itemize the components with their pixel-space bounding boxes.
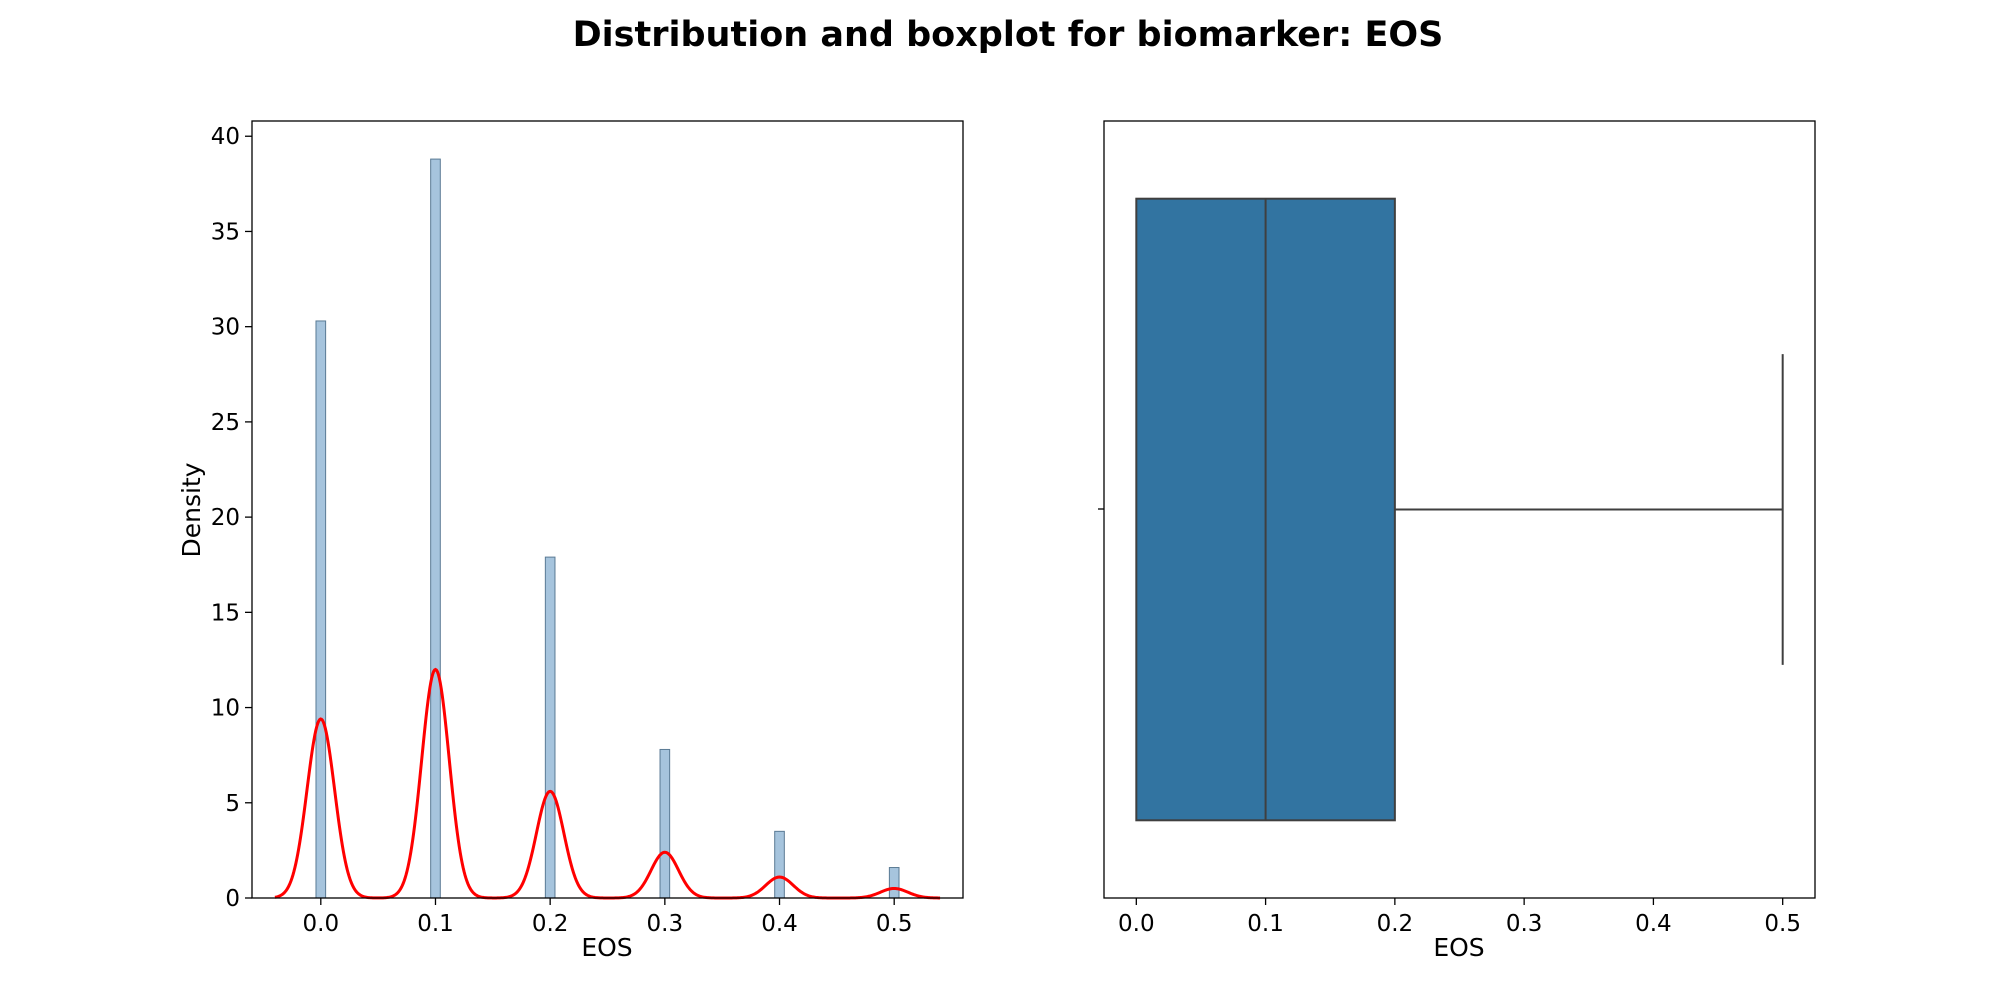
boxplot-x-tick-label: 0.1 (1247, 911, 1284, 937)
boxplot-x-tick-label: 0.2 (1377, 911, 1414, 937)
boxplot-x-label: EOS (1433, 933, 1484, 962)
histogram-y-tick-label: 35 (211, 219, 240, 245)
histogram-x-tick-label: 0.4 (761, 911, 798, 937)
histogram-y-tick-label: 25 (211, 410, 240, 436)
boxplot-panel: 0.0 0.1 0.2 0.3 0.4 0.5 EOS (1098, 120, 1816, 962)
histogram-bar (659, 748, 671, 899)
histogram-bar (430, 158, 441, 899)
histogram-y-tick-label: 15 (211, 600, 240, 626)
boxplot-x-tick-label: 0.0 (1118, 911, 1155, 937)
histogram-x-tick-label: 0.2 (532, 911, 569, 937)
histogram-y-tick-label: 0 (225, 886, 240, 912)
histogram-y-label: Density (177, 462, 206, 557)
histogram-y-tick-label: 40 (211, 124, 240, 150)
boxplot-x-tick-label: 0.5 (1764, 911, 1801, 937)
histogram-x-tick-label: 0.3 (647, 911, 684, 937)
histogram-bar (315, 320, 327, 899)
histogram-y-ticks: 0 5 10 15 20 25 30 35 40 (211, 124, 252, 912)
histogram-plot-area (252, 121, 963, 898)
histogram-y-tick-label: 10 (211, 696, 240, 722)
histogram-x-tick-label: 0.0 (303, 911, 340, 937)
boxplot-shapes (1135, 197, 1784, 822)
histogram-x-tick-label: 0.1 (417, 911, 454, 937)
boxplot-x-tick-label: 0.4 (1635, 911, 1672, 937)
boxplot-x-ticks: 0.0 0.1 0.2 0.3 0.4 0.5 (1118, 898, 1801, 937)
histogram-bar (888, 867, 900, 899)
histogram-x-label: EOS (581, 933, 632, 962)
histogram-bar (774, 830, 785, 899)
histogram-y-tick-label: 5 (225, 791, 240, 817)
histogram-x-tick-label: 0.5 (876, 911, 913, 937)
histogram-bar (544, 556, 556, 899)
boxplot-x-tick-label: 0.3 (1506, 911, 1543, 937)
figure-title: Distribution and boxplot for biomarker: … (573, 15, 1444, 55)
histogram-x-ticks: 0.0 0.1 0.2 0.3 0.4 0.5 (303, 898, 913, 937)
histogram-y-tick-label: 30 (211, 315, 240, 341)
histogram-y-tick-label: 20 (211, 505, 240, 531)
histogram-axes-frame (251, 120, 964, 899)
